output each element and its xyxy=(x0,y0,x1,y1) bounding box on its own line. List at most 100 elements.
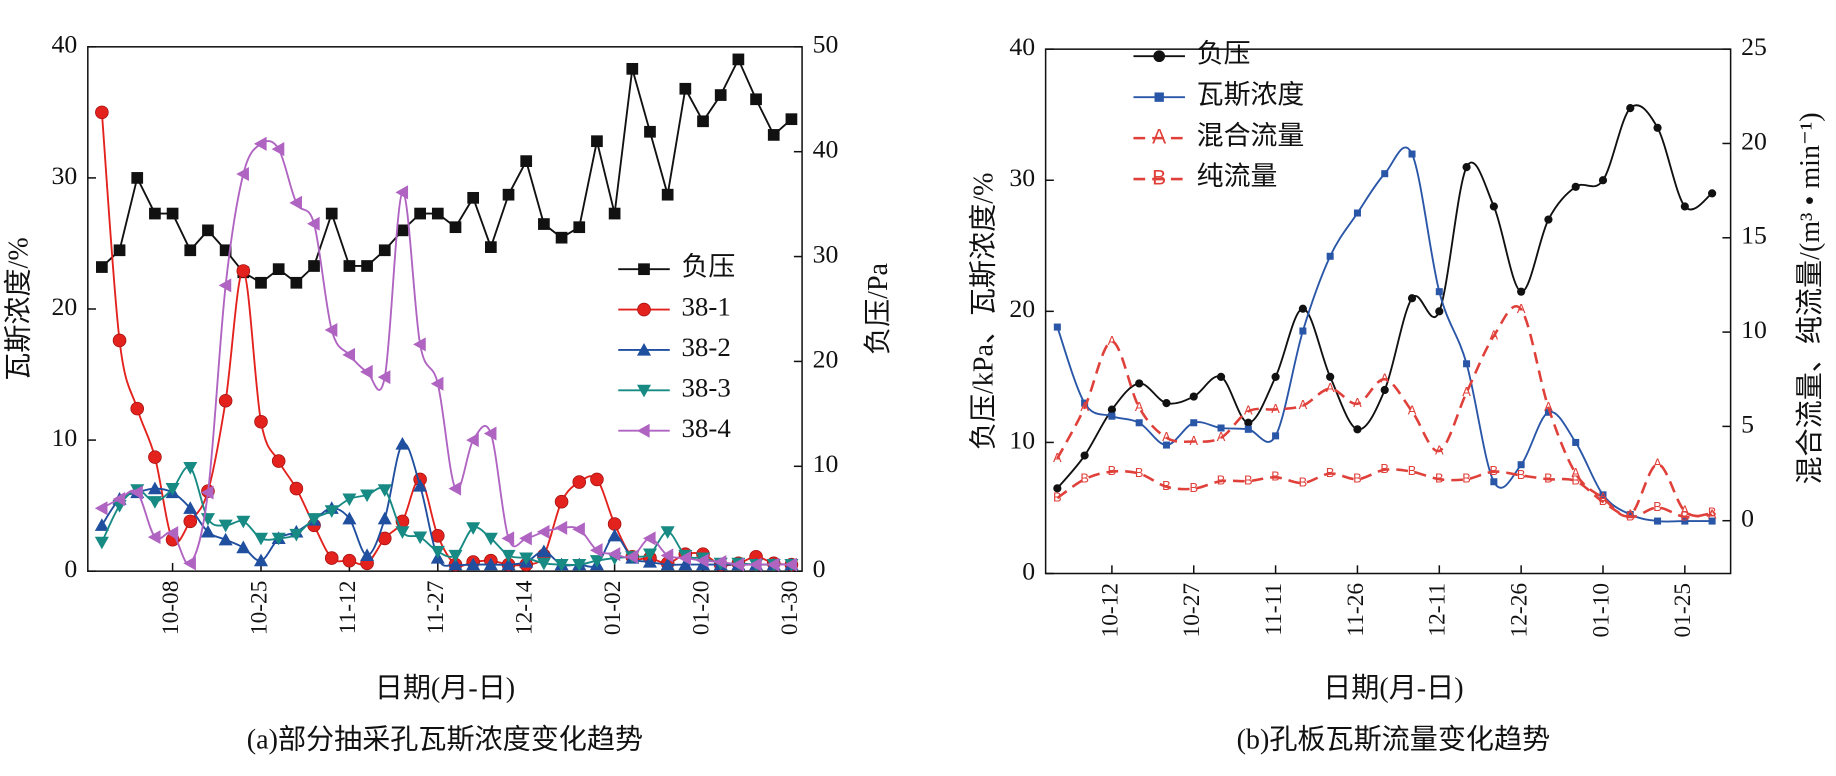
marker xyxy=(1326,372,1335,381)
y-tick-label: 10 xyxy=(52,423,78,452)
marker xyxy=(767,129,780,141)
marker xyxy=(377,370,391,385)
marker xyxy=(200,485,214,500)
marker: B xyxy=(1053,489,1062,504)
series-line xyxy=(1056,305,1713,518)
marker xyxy=(590,472,604,487)
marker xyxy=(697,115,709,128)
y2-tick-label: 40 xyxy=(813,135,839,164)
marker xyxy=(1381,170,1389,178)
marker: A xyxy=(1189,433,1198,448)
marker xyxy=(377,511,392,525)
marker xyxy=(1080,451,1089,460)
marker xyxy=(289,481,304,496)
x-tick-label: 11-11 xyxy=(1261,583,1287,636)
marker xyxy=(94,536,109,550)
marker xyxy=(1435,288,1443,296)
marker xyxy=(484,241,497,253)
marker xyxy=(307,216,320,231)
marker xyxy=(661,188,674,201)
marker xyxy=(289,528,304,542)
marker xyxy=(183,461,198,475)
marker xyxy=(271,454,286,468)
marker xyxy=(1135,379,1144,388)
marker xyxy=(1380,385,1389,395)
marker xyxy=(536,557,551,571)
marker: B xyxy=(1653,499,1662,514)
marker xyxy=(466,557,481,571)
marker: B xyxy=(1326,465,1335,480)
marker xyxy=(1108,412,1116,420)
marker xyxy=(94,501,108,516)
marker xyxy=(1326,252,1334,260)
marker xyxy=(785,113,798,126)
x-tick-label: 12-26 xyxy=(1507,583,1533,638)
marker xyxy=(1572,438,1580,446)
marker xyxy=(165,482,180,496)
marker xyxy=(519,531,532,546)
marker: B xyxy=(1599,493,1608,508)
marker xyxy=(536,524,550,539)
marker xyxy=(112,492,126,507)
marker xyxy=(642,548,658,562)
marker xyxy=(308,260,320,272)
x-axis-label: 日期(月-日) xyxy=(375,673,515,704)
marker: B xyxy=(1490,463,1499,478)
marker xyxy=(324,505,339,518)
marker xyxy=(200,524,215,538)
marker xyxy=(1162,399,1171,408)
marker xyxy=(1463,360,1471,368)
marker xyxy=(1107,405,1117,414)
legend-label: 纯流量 xyxy=(1197,161,1278,191)
marker xyxy=(147,530,161,545)
marker xyxy=(1654,517,1662,525)
marker xyxy=(1462,163,1471,172)
marker: B xyxy=(1189,480,1198,495)
marker xyxy=(483,532,498,546)
marker xyxy=(713,554,727,570)
marker xyxy=(466,433,479,448)
marker xyxy=(1299,327,1307,335)
marker xyxy=(1517,287,1526,296)
marker: B xyxy=(1408,463,1417,478)
marker xyxy=(272,263,285,275)
marker xyxy=(1353,209,1361,217)
marker xyxy=(1708,517,1716,525)
marker xyxy=(607,547,621,562)
marker xyxy=(626,62,639,75)
y2-tick-label: 20 xyxy=(813,344,839,373)
marker: A xyxy=(1271,401,1280,416)
y-tick-label: 0 xyxy=(1022,556,1035,585)
marker xyxy=(219,244,232,257)
legend-marker xyxy=(636,384,652,398)
series-line xyxy=(1056,468,1713,519)
marker: A xyxy=(1490,327,1499,342)
marker xyxy=(360,548,375,562)
legend-label: 负压 xyxy=(681,251,735,281)
marker xyxy=(130,401,145,416)
marker: B xyxy=(1080,471,1089,486)
x-tick-label: 10-08 xyxy=(158,581,184,636)
marker xyxy=(1517,461,1525,469)
y2-tick-label: 25 xyxy=(1741,32,1767,61)
marker xyxy=(414,207,426,220)
marker: A xyxy=(1162,429,1171,444)
x-tick-label: 11-27 xyxy=(423,580,449,634)
marker xyxy=(395,526,410,539)
x-tick-label: 01-25 xyxy=(1670,583,1696,638)
marker: A xyxy=(1353,395,1362,410)
marker xyxy=(572,522,585,537)
marker xyxy=(501,549,516,563)
legend-marker: A xyxy=(1152,126,1166,149)
marker: B xyxy=(1217,472,1226,487)
marker xyxy=(625,549,638,564)
marker xyxy=(130,485,143,500)
marker xyxy=(271,532,286,546)
y-axis-label: 负压/kPa、瓦斯浓度/% xyxy=(967,173,999,451)
marker xyxy=(519,552,534,566)
marker: B xyxy=(1462,471,1471,486)
marker: A xyxy=(1435,442,1444,457)
marker xyxy=(572,475,587,489)
marker xyxy=(784,557,798,572)
marker: A xyxy=(1599,489,1608,504)
